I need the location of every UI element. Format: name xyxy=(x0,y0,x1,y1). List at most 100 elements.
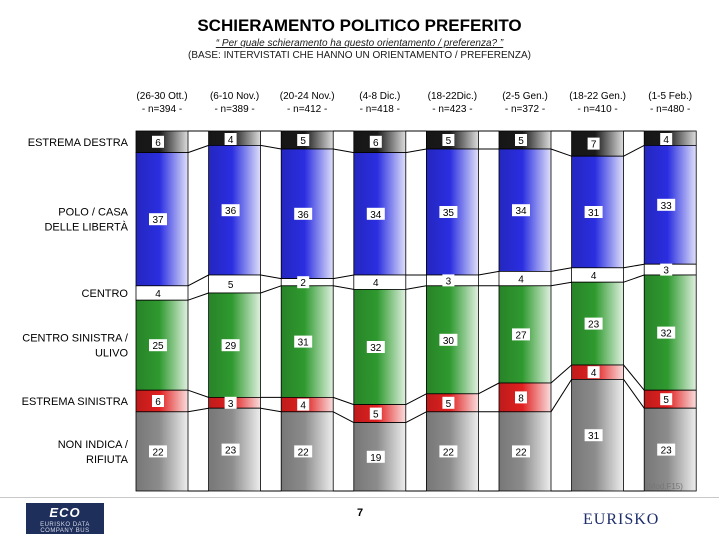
series-label: NON INDICA / xyxy=(58,439,129,451)
series-label: CENTRO xyxy=(82,288,129,300)
sample-size-label: - n=480 - xyxy=(650,104,690,115)
connector-line xyxy=(623,379,645,409)
footer-divider xyxy=(0,497,719,498)
eurisko-logo: EURISKO xyxy=(583,511,660,528)
data-label-box xyxy=(366,450,385,463)
category-label: (6-10 Nov.) xyxy=(210,91,259,102)
data-label-box xyxy=(369,276,382,289)
data-label: 23 xyxy=(661,446,673,457)
data-label: 6 xyxy=(155,138,161,149)
data-label: 5 xyxy=(663,395,669,406)
data-label: 5 xyxy=(446,136,452,147)
data-label-box xyxy=(221,443,240,456)
data-label: 7 xyxy=(591,140,597,151)
page-number: 7 xyxy=(356,507,364,519)
connector-line xyxy=(405,148,427,154)
data-label-box xyxy=(584,317,603,330)
data-label: 8 xyxy=(518,393,524,404)
data-label: 4 xyxy=(300,401,306,412)
data-label: 22 xyxy=(152,447,164,458)
data-label-box xyxy=(149,445,167,458)
series-label: DELLE LIBERTÀ xyxy=(44,221,128,234)
data-label-box xyxy=(297,398,310,411)
category-label: (20-24 Nov.) xyxy=(280,91,335,102)
connector-line xyxy=(623,263,645,269)
data-label: 2 xyxy=(300,278,306,289)
data-label: 5 xyxy=(300,136,306,147)
data-label-box xyxy=(294,207,313,220)
data-label: 6 xyxy=(155,397,161,408)
sample-size-label: - n=410 - xyxy=(577,104,617,115)
sample-size-label: - n=423 - xyxy=(432,104,472,115)
data-label: 23 xyxy=(225,446,237,457)
sample-size-label: - n=372 - xyxy=(505,104,545,115)
data-label-box xyxy=(152,395,164,407)
data-label: 4 xyxy=(591,271,597,282)
connector-line xyxy=(260,274,282,280)
data-label: 32 xyxy=(661,329,673,340)
data-label-box xyxy=(512,204,530,217)
data-label-box xyxy=(515,272,527,285)
series-label: CENTRO SINISTRA / xyxy=(22,333,129,345)
sample-size-label: - n=389 - xyxy=(214,104,254,115)
data-label: 37 xyxy=(152,215,164,226)
data-label: 35 xyxy=(443,208,455,219)
data-label: 31 xyxy=(588,431,600,442)
data-label: 31 xyxy=(298,338,310,349)
category-label: (18-22 Gen.) xyxy=(569,91,626,102)
series-label: ESTREMA DESTRA xyxy=(28,137,129,149)
data-label: 31 xyxy=(588,208,600,219)
connector-line xyxy=(405,285,427,290)
connector-line xyxy=(260,285,282,294)
data-label: 22 xyxy=(515,447,527,458)
data-label-box xyxy=(152,287,164,299)
data-label: 34 xyxy=(370,210,382,221)
data-label: 33 xyxy=(661,201,673,212)
data-label: 4 xyxy=(591,368,597,379)
data-label-box xyxy=(660,263,673,276)
sample-size-label: - n=412 - xyxy=(287,104,327,115)
data-label-box xyxy=(515,134,527,146)
connector-line xyxy=(333,274,354,280)
data-label-box xyxy=(366,207,385,220)
data-label: 3 xyxy=(663,266,669,277)
series-label: POLO / CASA xyxy=(58,207,128,219)
data-label: 5 xyxy=(446,399,452,410)
data-label-box xyxy=(584,429,603,442)
data-label-box xyxy=(584,206,603,218)
connector-line xyxy=(260,407,282,413)
connector-line xyxy=(405,393,427,406)
sample-size-label: - n=394 - xyxy=(142,104,182,115)
connector-line xyxy=(478,382,500,395)
connector-line xyxy=(333,148,354,154)
data-label: 36 xyxy=(225,206,237,217)
data-label: 29 xyxy=(225,341,237,352)
data-label-box xyxy=(294,445,313,458)
survey-question: “ Per quale schieramento ha questo orien… xyxy=(215,38,504,49)
connector-line xyxy=(550,364,572,384)
data-label-box xyxy=(439,206,458,218)
connector-line xyxy=(333,285,354,290)
connector-line xyxy=(623,364,645,391)
data-label: 3 xyxy=(446,276,452,287)
data-label-box xyxy=(297,276,310,289)
data-label-box xyxy=(221,339,240,352)
connector-line xyxy=(187,389,209,398)
connector-line xyxy=(333,396,354,406)
data-label: 22 xyxy=(443,447,455,458)
connector-line xyxy=(550,379,573,413)
data-label: 30 xyxy=(443,336,455,347)
data-label: 4 xyxy=(228,135,234,146)
data-label: 4 xyxy=(373,278,379,289)
connector-line xyxy=(550,148,572,157)
series-label: RIFIUTA xyxy=(86,454,129,466)
data-label-box xyxy=(369,135,382,148)
data-label: 6 xyxy=(373,138,379,149)
category-label: (2-5 Gen.) xyxy=(502,91,548,102)
connector-line xyxy=(187,144,209,154)
data-label: 5 xyxy=(373,410,379,421)
connector-line xyxy=(405,411,427,424)
data-label: 25 xyxy=(152,341,164,352)
data-label: 32 xyxy=(370,343,382,354)
